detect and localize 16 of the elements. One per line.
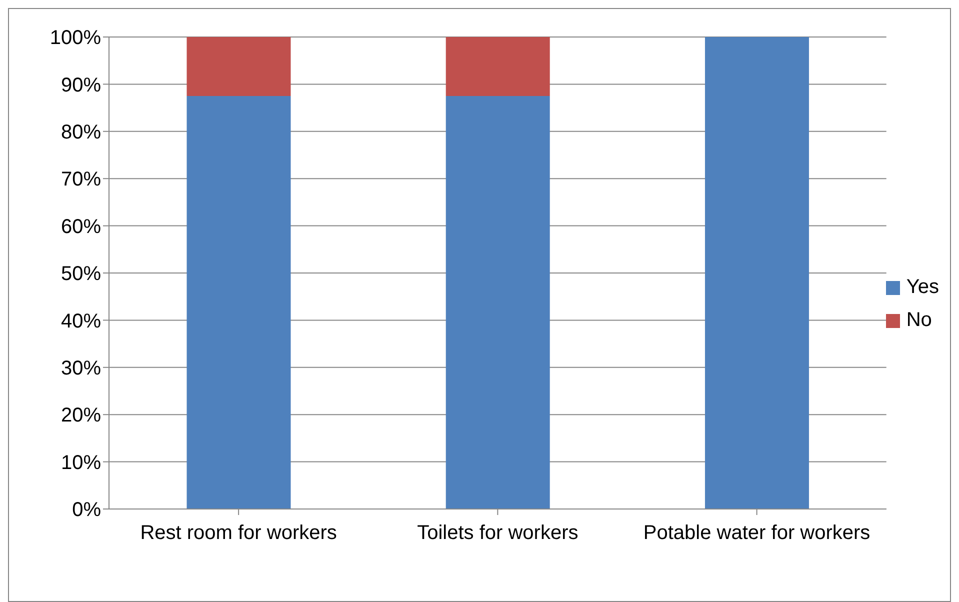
y-tick-label: 50% bbox=[60, 263, 102, 286]
y-tick-label: 90% bbox=[60, 74, 102, 96]
x-tick-label: Rest room for workers bbox=[140, 522, 337, 544]
legend-label: Yes bbox=[906, 276, 939, 299]
y-tick-label: 0% bbox=[72, 499, 102, 522]
x-tick-label: Toilets for workers bbox=[417, 522, 578, 544]
y-tick-label: 40% bbox=[60, 310, 102, 332]
y-tick-label: 20% bbox=[60, 404, 102, 427]
y-tick-label: 10% bbox=[60, 452, 102, 474]
y-tick-label: 70% bbox=[60, 168, 102, 191]
y-tick-label: 80% bbox=[60, 122, 102, 144]
x-tick-label: Potable water for workers bbox=[643, 522, 870, 544]
y-tick-label: 100% bbox=[50, 27, 102, 50]
legend-label: No bbox=[906, 309, 932, 332]
y-tick-label: 60% bbox=[60, 216, 102, 238]
y-tick-label: 30% bbox=[60, 358, 102, 380]
